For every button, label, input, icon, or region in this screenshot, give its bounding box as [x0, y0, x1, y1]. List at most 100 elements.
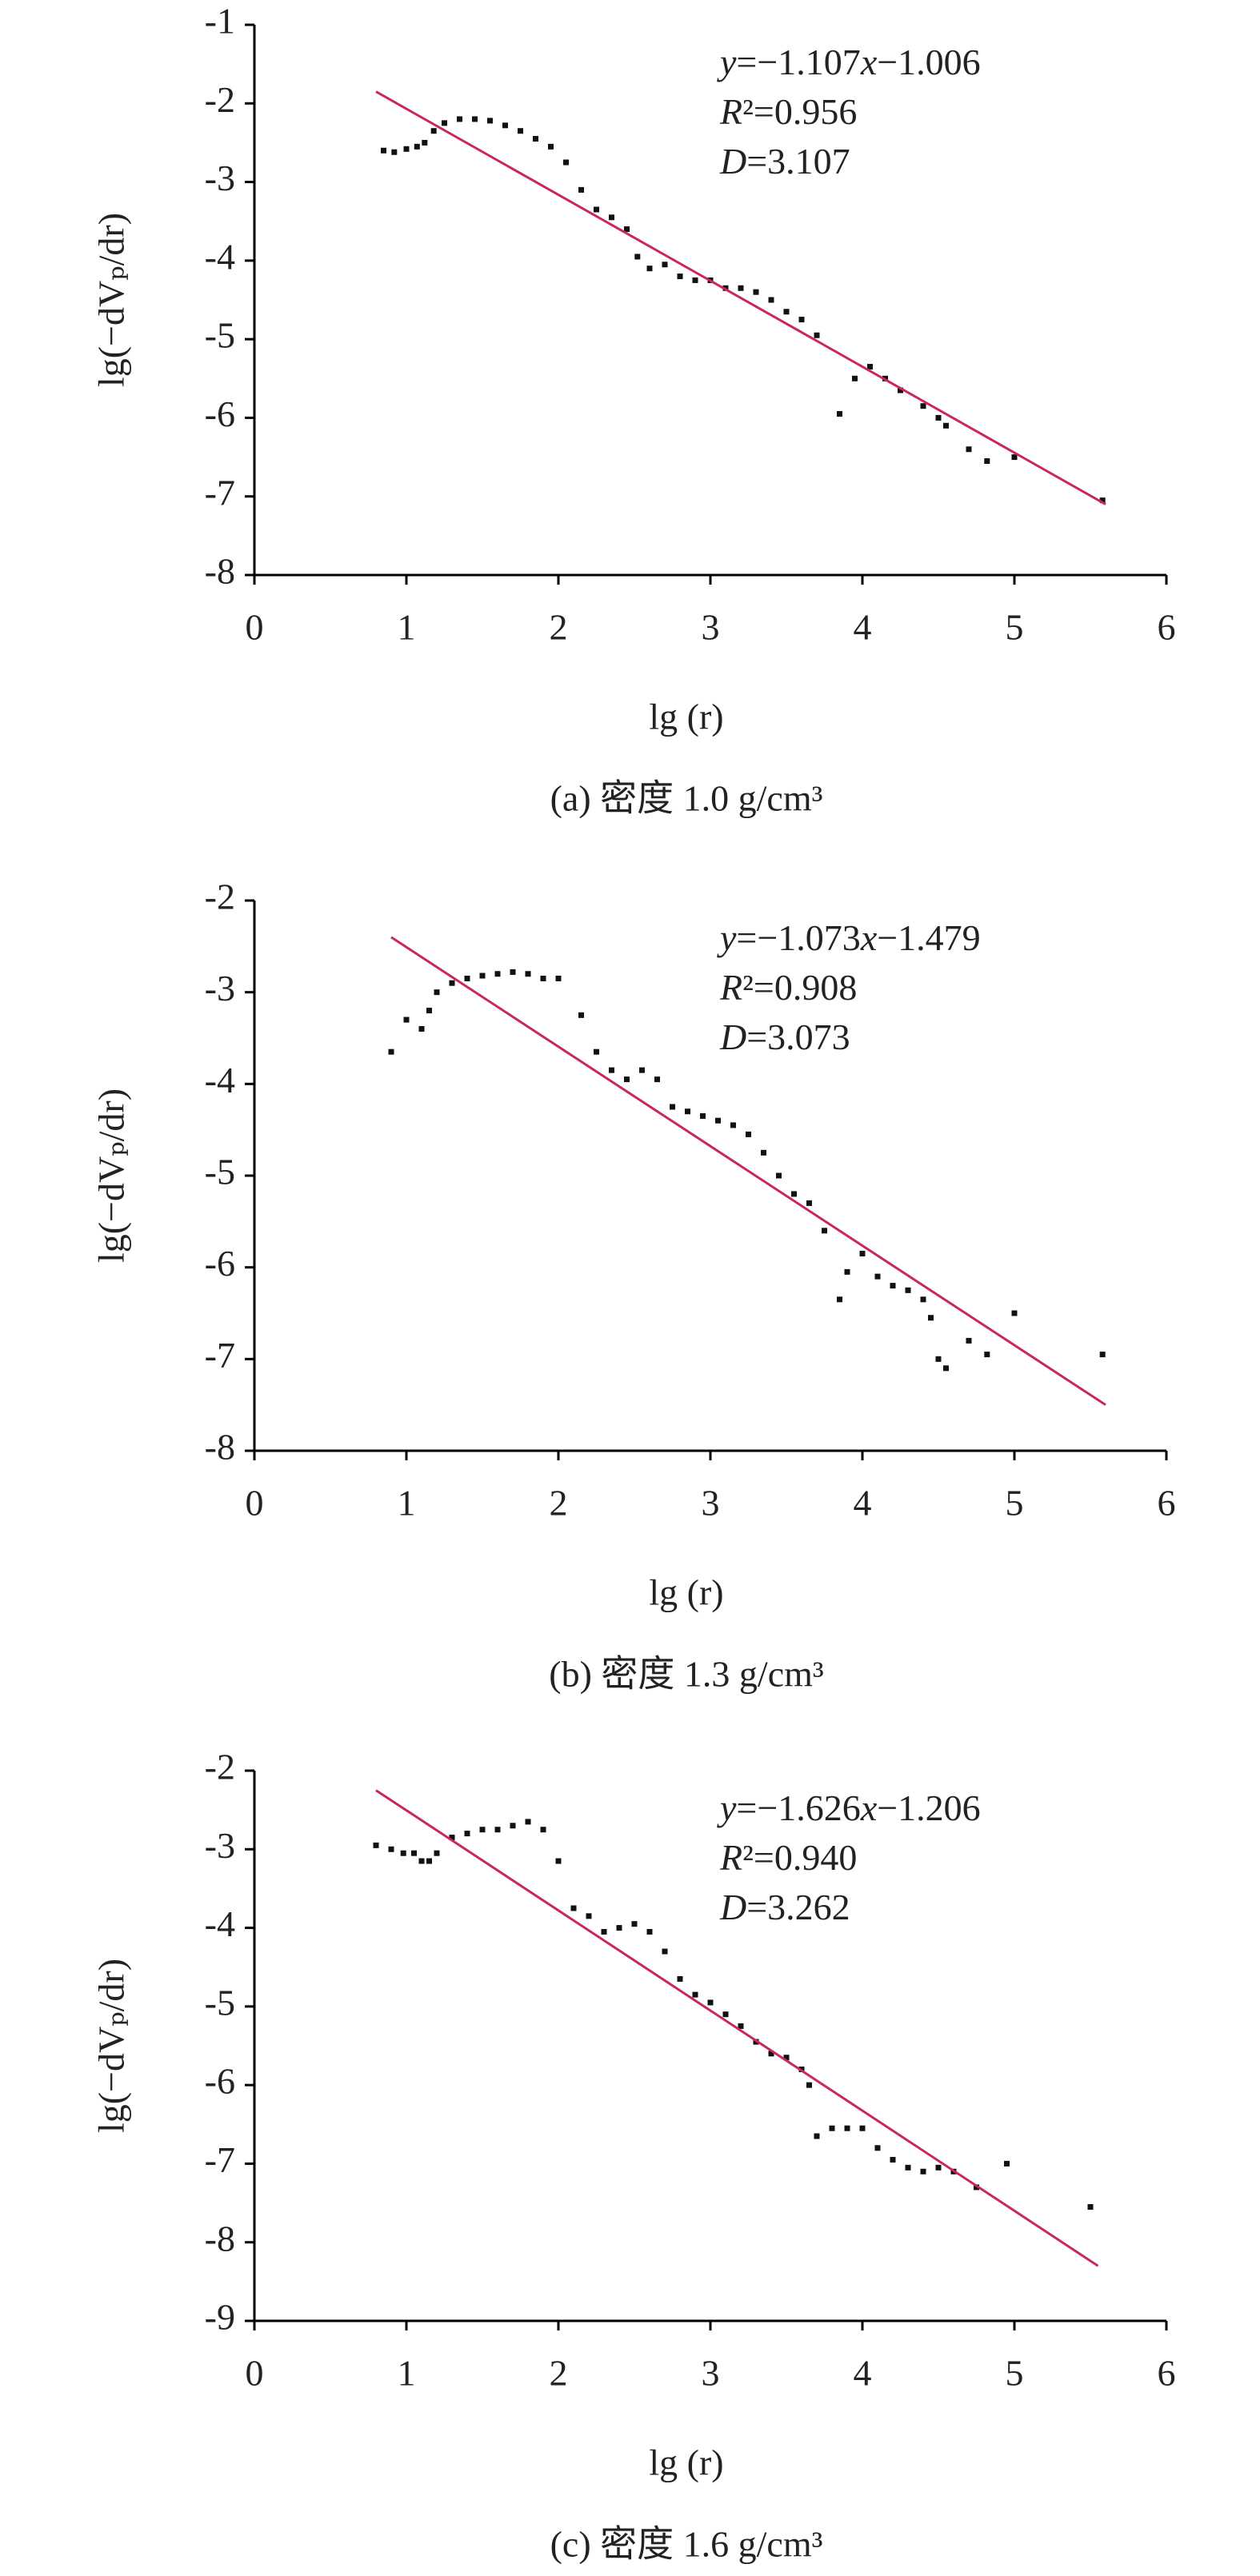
- data-point: [391, 149, 398, 155]
- annotation-part: =3.262: [746, 1887, 850, 1927]
- data-point: [905, 1287, 911, 1293]
- data-point: [616, 1925, 622, 1931]
- data-point: [1087, 2203, 1094, 2210]
- data-point: [722, 2011, 729, 2018]
- data-point: [738, 2023, 744, 2029]
- data-point: [874, 1273, 881, 1280]
- data-point: [430, 128, 437, 134]
- data-point: [753, 289, 759, 295]
- x-tick-label: 0: [246, 607, 264, 648]
- y-tick-label: -4: [205, 1903, 235, 1944]
- fit-line: [390, 936, 1106, 1406]
- x-axis-label: lg (r): [649, 2442, 723, 2483]
- data-point: [540, 1827, 546, 1833]
- data-point: [776, 1172, 782, 1179]
- data-point: [814, 332, 820, 338]
- x-tick-label: 5: [1006, 607, 1024, 648]
- data-point: [837, 1296, 842, 1303]
- y-tick-label: -8: [205, 2218, 235, 2258]
- data-point: [426, 1008, 432, 1014]
- x-tick-label: 0: [246, 2353, 264, 2394]
- data-point: [634, 254, 641, 260]
- data-point: [974, 2184, 979, 2191]
- data-point: [677, 274, 683, 280]
- data-point: [418, 1026, 425, 1032]
- annotation: R²=0.956: [719, 91, 857, 132]
- data-point: [494, 971, 501, 977]
- data-point: [692, 277, 698, 283]
- data-point: [943, 422, 949, 429]
- annotation-part: =−1.073: [736, 917, 860, 958]
- data-point: [400, 1850, 406, 1856]
- data-point: [502, 122, 508, 129]
- y-tick-label: -2: [205, 1747, 235, 1787]
- annotation: D=3.262: [719, 1887, 850, 1927]
- data-point: [791, 1191, 797, 1197]
- annotation-part: =3.107: [746, 141, 850, 182]
- data-point: [890, 1283, 896, 1289]
- annotation: D=3.073: [719, 1016, 850, 1057]
- caption: (b) 密度 1.3 g/cm³: [549, 1654, 823, 1695]
- data-point: [601, 1928, 607, 1935]
- y-tick-label: -7: [205, 1335, 235, 1376]
- annotation-part: ²=0.940: [742, 1837, 857, 1878]
- data-point: [555, 1858, 562, 1864]
- annotation-part: −1.479: [877, 917, 980, 958]
- y-tick-label: -8: [205, 1427, 235, 1468]
- data-point: [920, 2168, 926, 2175]
- annotation-part: =3.073: [746, 1016, 850, 1057]
- annotation: y=−1.107x−1.006: [717, 42, 981, 82]
- data-point: [464, 975, 470, 981]
- annotation-part: R: [719, 967, 742, 1008]
- annotation-part: D: [719, 1887, 746, 1927]
- annotation-part: x: [860, 42, 878, 82]
- data-point: [388, 1846, 394, 1852]
- data-point: [624, 1076, 630, 1083]
- data-point: [646, 266, 653, 272]
- data-point: [654, 1076, 660, 1083]
- data-point: [798, 317, 805, 323]
- annotation: R²=0.940: [719, 1837, 857, 1878]
- y-axis-label: lg(−dVₚ/dr): [91, 1959, 132, 2133]
- y-axis-label: lg(−dVₚ/dr): [91, 1088, 132, 1263]
- data-point: [859, 2125, 866, 2131]
- data-point: [707, 1999, 714, 2006]
- x-tick-label: 2: [550, 607, 568, 648]
- data-point: [662, 1948, 668, 1955]
- data-point: [533, 136, 538, 142]
- data-point: [692, 1991, 698, 1998]
- annotation-part: y: [717, 1787, 737, 1828]
- x-tick-label: 6: [1158, 1483, 1176, 1524]
- y-tick-label: -5: [205, 1152, 235, 1192]
- chart: 0 1 2 3 4 5 6 -8 -7 -6 -5 -4 -3 -2 y=−1.073x−1.479 R²=0…: [91, 877, 1176, 1695]
- data-point: [555, 975, 562, 981]
- data-point: [920, 1296, 926, 1303]
- y-axis-label: lg(−dVₚ/dr): [91, 213, 132, 387]
- data-point: [381, 147, 386, 154]
- data-point: [935, 2164, 942, 2171]
- data-point: [594, 206, 599, 213]
- data-point: [905, 2164, 911, 2171]
- data-point: [730, 1122, 736, 1128]
- data-point: [525, 1819, 531, 1825]
- annotation-part: ²=0.956: [742, 91, 857, 132]
- data-point: [457, 116, 462, 122]
- y-tick-label: -6: [205, 393, 235, 434]
- data-point: [738, 285, 744, 291]
- data-point: [594, 1048, 599, 1055]
- data-point: [403, 146, 410, 152]
- y-tick-label: -4: [205, 236, 235, 277]
- chart: 0 1 2 3 4 5 6 -9 -8 -7 -6 -5 -4 -3 -2 y=−1.626x−1.206 R²…: [91, 1747, 1176, 2565]
- data-point: [639, 1067, 645, 1073]
- data-point: [943, 1365, 949, 1372]
- data-point: [935, 1356, 942, 1362]
- data-point: [479, 1827, 486, 1833]
- annotation-part: x: [860, 1787, 878, 1828]
- caption: (a) 密度 1.0 g/cm³: [550, 778, 823, 819]
- y-tick-label: -3: [205, 158, 235, 198]
- data-point: [928, 1315, 934, 1321]
- data-point: [890, 2157, 896, 2163]
- y-tick-label: -5: [205, 1982, 235, 2023]
- annotation: R²=0.908: [719, 967, 857, 1008]
